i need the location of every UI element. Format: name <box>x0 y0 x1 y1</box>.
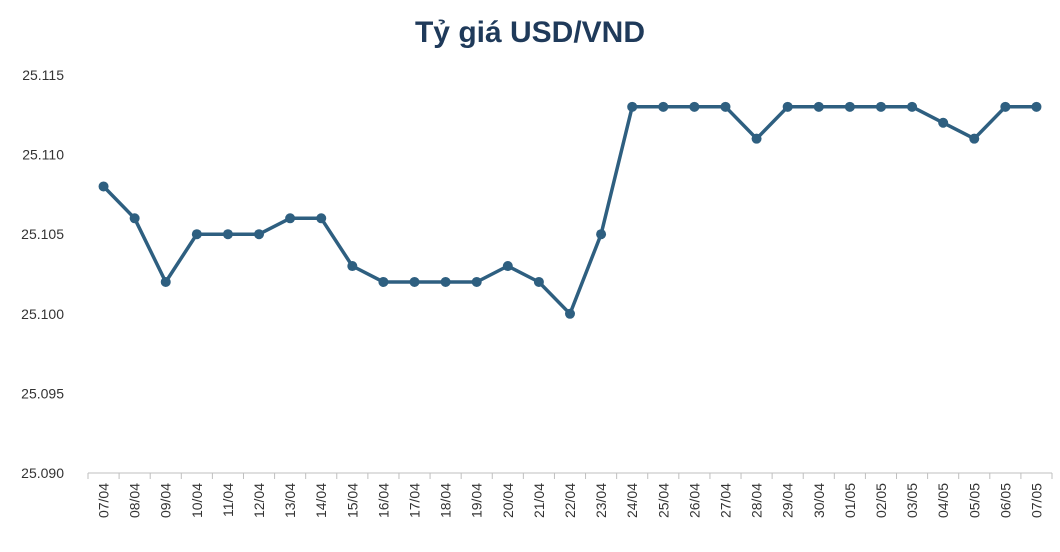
data-point <box>658 101 669 112</box>
data-point <box>502 261 513 272</box>
x-tick-label: 20/04 <box>500 483 516 518</box>
data-point <box>191 229 202 240</box>
x-tick-label: 19/04 <box>469 483 485 518</box>
x-tick-label: 01/05 <box>842 483 858 518</box>
x-tick-label: 16/04 <box>375 483 391 518</box>
x-tick-label: 12/04 <box>251 483 267 518</box>
series-line <box>101 105 1039 316</box>
data-point <box>347 261 358 272</box>
x-tick-label: 08/04 <box>127 483 143 518</box>
data-point <box>844 101 855 112</box>
data-point <box>907 101 918 112</box>
x-tick-label: 22/04 <box>562 483 578 518</box>
series-group <box>98 101 1042 319</box>
data-point <box>471 276 482 287</box>
x-tick-label: 06/05 <box>997 483 1013 518</box>
data-point <box>969 133 980 144</box>
x-tick-label: 29/04 <box>780 483 796 518</box>
x-tick-label: 27/04 <box>717 483 733 518</box>
x-tick-label: 09/04 <box>158 483 174 518</box>
x-tick-label: 21/04 <box>531 483 547 518</box>
x-tick-label: 02/05 <box>873 483 889 518</box>
x-tick-label: 13/04 <box>282 483 298 518</box>
data-point <box>129 213 140 224</box>
x-tick-label: 30/04 <box>811 483 827 518</box>
data-point <box>720 101 731 112</box>
x-tick-label: 03/05 <box>904 483 920 518</box>
x-tick-label: 24/04 <box>624 483 640 518</box>
y-tick-label: 25.115 <box>22 67 64 83</box>
x-tick-label: 07/05 <box>1028 483 1044 518</box>
data-point <box>316 213 327 224</box>
data-point <box>596 229 607 240</box>
data-point <box>98 181 109 192</box>
x-axis <box>87 472 1053 479</box>
y-tick-label: 25.105 <box>21 226 64 242</box>
x-axis-labels: 07/04 08/04 09/04 10/04 11/04 12/04 13/04 14/04… <box>96 483 1045 518</box>
x-tick-label: 05/05 <box>966 483 982 518</box>
data-point <box>565 308 575 319</box>
data-point <box>254 229 265 240</box>
x-tick-label: 07/04 <box>96 483 112 518</box>
y-tick-label: 25.110 <box>22 147 64 163</box>
data-point <box>813 101 824 112</box>
data-point <box>409 276 420 287</box>
data-point <box>938 117 949 128</box>
x-tick-label: 28/04 <box>749 483 765 518</box>
y-axis-labels: 25.090 25.095 25.100 25.105 25.110 25.115 <box>21 67 64 481</box>
data-point <box>689 101 700 112</box>
x-tick-label: 14/04 <box>313 483 329 518</box>
x-tick-label: 15/04 <box>344 483 360 518</box>
data-point <box>1000 101 1011 112</box>
data-point <box>782 101 793 112</box>
y-tick-label: 25.100 <box>21 306 64 322</box>
data-point <box>751 133 762 144</box>
x-tick-label: 04/05 <box>935 483 951 518</box>
x-tick-label: 26/04 <box>686 483 702 518</box>
data-point <box>285 213 296 224</box>
x-tick-label: 23/04 <box>593 483 609 518</box>
data-point <box>875 101 886 112</box>
x-tick-label: 11/04 <box>220 483 236 517</box>
y-tick-label: 25.095 <box>21 385 64 401</box>
x-tick-label: 25/04 <box>655 483 671 518</box>
data-point <box>222 229 233 240</box>
data-point <box>533 276 544 287</box>
data-point <box>378 276 389 287</box>
data-point <box>440 276 451 287</box>
y-tick-label: 25.090 <box>21 465 64 481</box>
x-tick-label: 18/04 <box>438 483 454 518</box>
x-tick-label: 17/04 <box>407 483 423 518</box>
chart-title: Tỷ giá USD/VND <box>414 16 646 49</box>
data-point <box>627 101 638 112</box>
data-point <box>160 276 171 287</box>
x-tick-label: 10/04 <box>189 483 205 518</box>
data-point <box>1031 101 1042 112</box>
